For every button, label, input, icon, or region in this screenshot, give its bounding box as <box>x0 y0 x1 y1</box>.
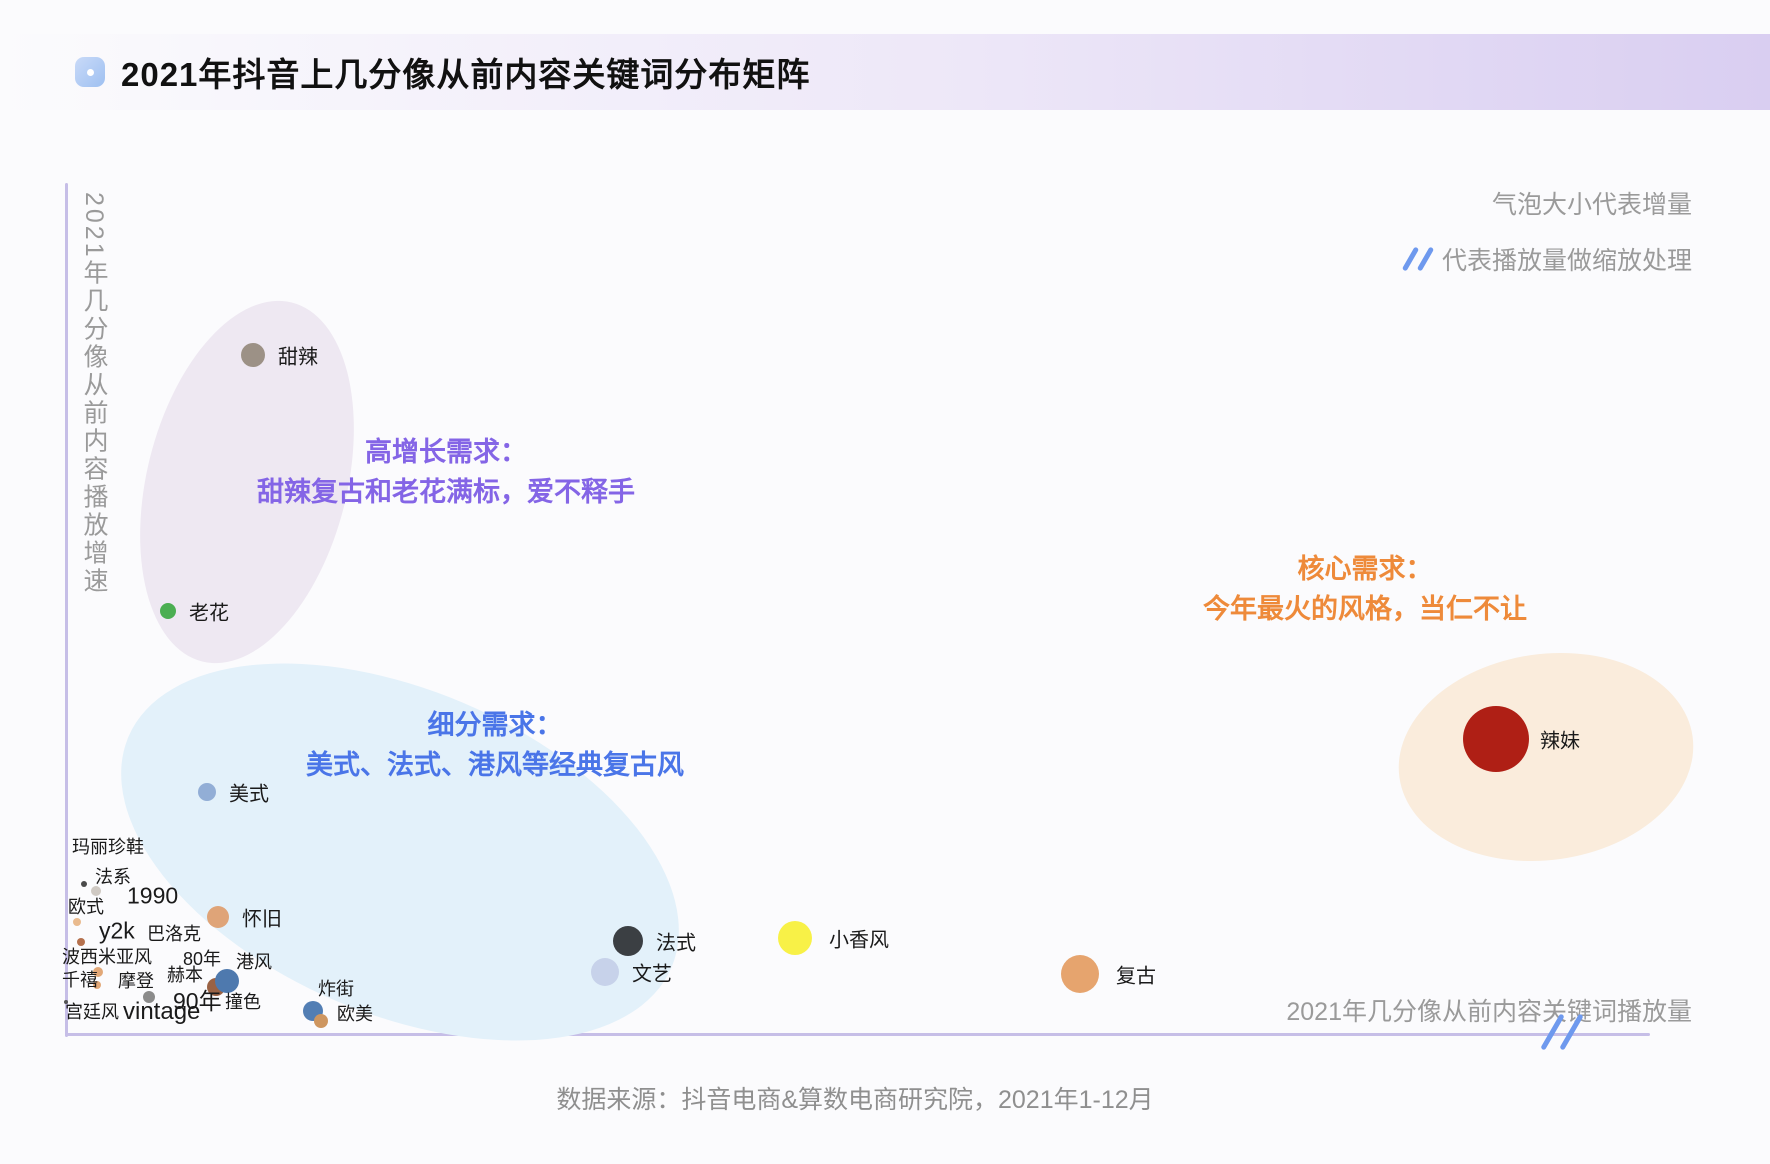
small-dot <box>143 991 155 1003</box>
bubble-xiaoxiangfeng <box>778 921 812 955</box>
annotation-segment: 细分需求： 美式、法式、港风等经典复古风 <box>290 705 700 785</box>
bubble-fugu <box>1061 955 1099 993</box>
keyword-label: 欧式 <box>68 897 104 917</box>
x-axis-break-icon <box>1540 1012 1588 1057</box>
keyword-label: 千禧 <box>62 970 98 990</box>
chart-legend: 气泡大小代表增量 代表播放量做缩放处理 <box>1401 188 1692 300</box>
annotation-high-growth: 高增长需求： 甜辣复古和老花满标，爱不释手 <box>240 432 652 512</box>
y-axis-label: 2021年几分像从前内容播放增速 <box>80 192 108 596</box>
annotation-body: 美式、法式、港风等经典复古风 <box>306 750 684 780</box>
keyword-label: 1990 <box>127 882 179 909</box>
legend-bubble-size-note: 气泡大小代表增量 <box>1491 191 1692 219</box>
small-dot <box>93 967 103 977</box>
legend-scale-note: 代表播放量做缩放处理 <box>1441 247 1692 275</box>
small-dot <box>93 981 101 989</box>
title-badge-icon <box>75 57 105 87</box>
bubble-label-fashi: 法式 <box>656 932 696 955</box>
bubble-label-meishi: 美式 <box>229 783 269 806</box>
keyword-label: 法系 <box>95 867 131 887</box>
keyword-label: 宫廷风 <box>65 1002 119 1022</box>
bubble-label-wenyi: 文艺 <box>632 963 672 986</box>
keyword-label: 波西米亚风 <box>62 947 152 967</box>
small-dot <box>81 881 87 887</box>
cluster-segment <box>65 587 735 1117</box>
keyword-label: 赫本 <box>167 965 203 985</box>
x-axis-label: 2021年几分像从前内容关键词播放量 <box>1286 998 1692 1026</box>
title-badge-dot-icon <box>86 68 94 76</box>
annotation-core: 核心需求： 今年最火的风格，当仁不让 <box>1150 549 1580 629</box>
keyword-label: 撞色 <box>225 992 261 1012</box>
keyword-label: 巴洛克 <box>147 924 201 944</box>
keyword-label: 欧美 <box>337 1004 373 1024</box>
keyword-label: y2k <box>99 917 135 944</box>
x-axis-line <box>65 1033 1650 1036</box>
bubble-wenyi <box>591 958 619 986</box>
legend-scale-row: 代表播放量做缩放处理 <box>1401 244 1692 275</box>
keyword-label: 80年 <box>183 949 222 969</box>
page-title: 2021年抖音上几分像从前内容关键词分布矩阵 <box>121 56 811 93</box>
bubble-label-xiaoxiangfeng: 小香风 <box>829 929 889 952</box>
keyword-label: 玛丽珍鞋 <box>72 837 144 857</box>
bubble-fashi <box>613 926 643 956</box>
keyword-label: 90年 <box>173 988 222 1014</box>
data-source: 数据来源：抖音电商&算数电商研究院，2021年1-12月 <box>556 1086 1154 1114</box>
small-dot <box>77 938 85 946</box>
annotation-title: 细分需求： <box>427 710 563 740</box>
header-banner: 2021年抖音上几分像从前内容关键词分布矩阵 <box>0 34 1770 110</box>
bubble-label-tianla: 甜辣 <box>278 346 318 369</box>
y-axis-line <box>65 183 68 1037</box>
small-dot <box>91 886 101 896</box>
annotation-body: 甜辣复古和老花满标，爱不释手 <box>257 477 635 507</box>
keyword-label: 炸街 <box>318 979 354 999</box>
small-dot <box>215 969 239 993</box>
annotation-title: 核心需求： <box>1297 554 1433 584</box>
bubble-label-lamei: 辣妹 <box>1540 730 1580 753</box>
bubble-label-laohua: 老花 <box>189 602 229 625</box>
bubble-huaijiu <box>207 906 229 928</box>
annotation-title: 高增长需求： <box>365 437 527 467</box>
annotation-body: 今年最火的风格，当仁不让 <box>1203 594 1527 624</box>
bubble-laohua <box>160 603 176 619</box>
bubble-lamei <box>1463 706 1529 772</box>
small-dot <box>73 918 81 926</box>
small-dot <box>314 1014 328 1028</box>
bubble-label-fugu: 复古 <box>1116 965 1156 988</box>
bubble-tianla <box>241 343 265 367</box>
keyword-label: 港风 <box>236 952 272 972</box>
small-dot <box>64 1000 68 1004</box>
bubble-meishi <box>198 783 216 801</box>
keyword-label: 摩登 <box>118 971 154 991</box>
keyword-label: vintage <box>123 998 201 1025</box>
bubble-label-huaijiu: 怀旧 <box>242 908 282 931</box>
cluster-core <box>1385 634 1707 880</box>
